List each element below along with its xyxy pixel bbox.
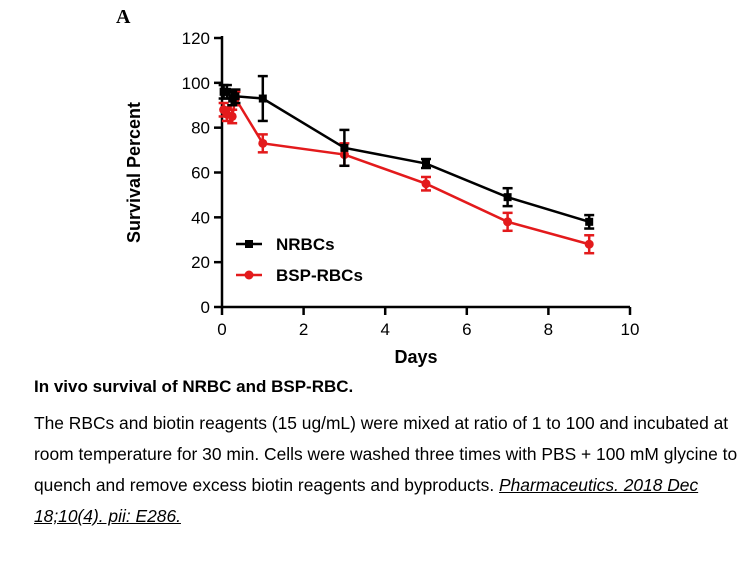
caption: In vivo survival of NRBC and BSP-RBC. Th…	[34, 376, 749, 532]
data-point	[503, 193, 512, 202]
data-point	[340, 143, 349, 152]
data-point	[421, 179, 431, 189]
data-point	[258, 94, 267, 103]
data-point	[222, 87, 231, 96]
data-point	[584, 239, 594, 249]
series-layer	[218, 74, 595, 255]
data-point	[231, 92, 240, 101]
data-point	[258, 138, 268, 148]
legend-label: BSP-RBCs	[276, 266, 363, 285]
series-line	[222, 95, 590, 246]
x-tick-label: 8	[544, 320, 553, 339]
data-point	[503, 217, 513, 227]
x-tick-label: 4	[380, 320, 389, 339]
citation-link[interactable]: Pharmaceutics. 2018 Dec 18;10(4). pii: E…	[34, 475, 699, 526]
figure: A 0 20 40 60 80 100 120 0 2 4 6 8 10 Days Survival Per…	[116, 6, 639, 367]
series-bsp-rbcs	[218, 90, 595, 255]
caption-text: The RBCs and biotin reagents (15 ug/mL) …	[34, 413, 738, 495]
y-tick-label: 60	[191, 164, 210, 183]
y-axis-label: Survival Percent	[124, 102, 144, 243]
axes: 0 20 40 60 80 100 120 0 2 4 6 8 10 Days Survival Perce…	[124, 29, 639, 367]
legend-marker	[244, 270, 254, 280]
legend: NRBCs BSP-RBCs	[236, 235, 363, 285]
y-tick-label: 0	[201, 298, 210, 317]
y-tick-label: 20	[191, 253, 210, 272]
caption-body: The RBCs and biotin reagents (15 ug/mL) …	[34, 408, 749, 532]
data-point	[585, 217, 594, 226]
data-point	[422, 159, 430, 168]
y-tick-label: 120	[182, 29, 210, 48]
legend-item-nrbcs: NRBCs	[236, 235, 335, 254]
x-axis-label: Days	[394, 347, 437, 367]
legend-item-bsp-rbcs: BSP-RBCs	[236, 266, 363, 285]
x-tick-label: 2	[299, 320, 308, 339]
y-tick-label: 80	[191, 119, 210, 138]
caption-title: In vivo survival of NRBC and BSP-RBC.	[34, 377, 354, 396]
data-point	[227, 111, 237, 121]
x-tick-label: 6	[462, 320, 471, 339]
panel-label: A	[116, 6, 131, 28]
series-nrbcs	[218, 74, 595, 230]
survival-chart: 0 20 40 60 80 100 120 0 2 4 6 8 10 Days Survival Perce…	[124, 29, 639, 367]
y-tick-label: 40	[191, 208, 210, 227]
x-tick-label: 10	[621, 320, 640, 339]
y-tick-label: 100	[182, 74, 210, 93]
series-line	[223, 90, 590, 224]
legend-label: NRBCs	[276, 235, 335, 254]
legend-marker	[245, 240, 253, 248]
x-tick-label: 0	[217, 320, 226, 339]
